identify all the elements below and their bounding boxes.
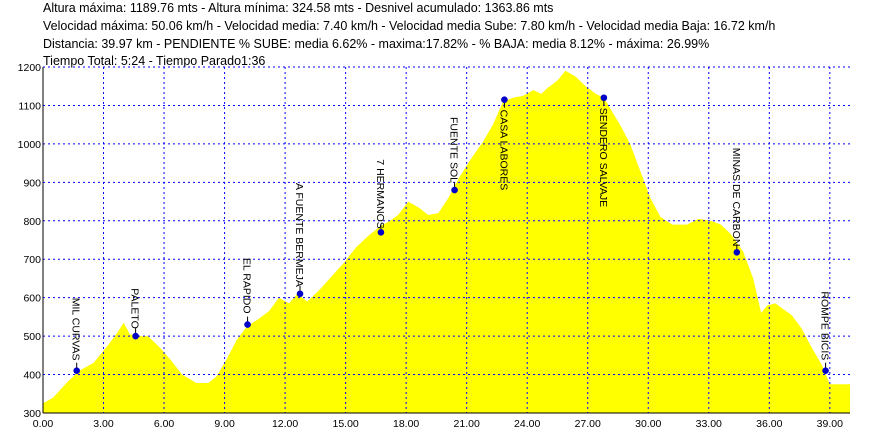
x-tick-label: 15.00 bbox=[332, 418, 358, 430]
stats-line-time: Tiempo Total: 5:24 - Tiempo Parado1:36 bbox=[43, 54, 266, 68]
x-tick-label: 9.00 bbox=[214, 418, 235, 430]
x-tick-label: 39.00 bbox=[817, 418, 843, 430]
waypoint-marker bbox=[132, 332, 139, 340]
waypoint-marker bbox=[600, 94, 608, 102]
x-tick-label: 27.00 bbox=[575, 418, 601, 430]
y-tick-label: 300 bbox=[23, 408, 41, 420]
waypoint-label: PALETO bbox=[129, 288, 141, 328]
waypoint-label: CASA LABORES bbox=[497, 110, 509, 191]
x-tick-labels: 0.00 3.00 6.00 9.00 12.00 15.00 18.00 21.00 24.0… bbox=[33, 418, 843, 430]
waypoint: EL RAPIDO bbox=[241, 258, 253, 328]
waypoint-marker bbox=[733, 249, 741, 256]
y-tick-label: 900 bbox=[23, 177, 41, 189]
y-tick-label: 1000 bbox=[18, 139, 42, 151]
waypoint-label: A FUENTE BERMEJA bbox=[293, 183, 305, 287]
x-tick-label: 6.00 bbox=[154, 418, 175, 430]
y-tick-label: 400 bbox=[23, 370, 41, 382]
waypoint-marker bbox=[73, 367, 80, 375]
waypoint: FUENTE SOL bbox=[448, 117, 460, 194]
y-tick-label: 800 bbox=[23, 216, 41, 228]
x-tick-label: 0.00 bbox=[33, 418, 54, 430]
axis-layer bbox=[42, 67, 850, 414]
waypoint-label: FUENTE SOL bbox=[448, 117, 460, 183]
waypoint: ROMPE BICIS bbox=[819, 291, 831, 375]
waypoint-label: 7 HERMANOS bbox=[374, 159, 386, 228]
x-tick-label: 21.00 bbox=[454, 418, 480, 430]
waypoint-label: SENDERO SALVAJE bbox=[597, 108, 609, 207]
waypoint-label: ROMPE BICIS bbox=[819, 291, 831, 360]
waypoint-label: MINAS DE CARBON bbox=[730, 148, 742, 247]
y-tick-label: 500 bbox=[23, 331, 41, 343]
waypoint-marker bbox=[451, 186, 458, 194]
waypoint-marker bbox=[501, 96, 508, 103]
x-tick-label: 24.00 bbox=[514, 418, 540, 430]
stats-line-altitude: Altura máxima: 1189.76 mts - Altura míni… bbox=[43, 1, 554, 15]
stats-line-distance-slope: Distancia: 39.97 km - PENDIENTE % SUBE: … bbox=[43, 37, 710, 51]
stats-line-speed: Velocidad máxima: 50.06 km/h - Velocidad… bbox=[43, 19, 776, 33]
waypoint: PALETO bbox=[129, 288, 141, 340]
waypoint: A FUENTE BERMEJA bbox=[293, 183, 305, 298]
x-tick-label: 3.00 bbox=[93, 418, 114, 430]
x-tick-label: 33.00 bbox=[696, 418, 722, 430]
waypoints-layer: MIL CURVAS PALETO EL RAPIDO A FUENTE BERMEJ… bbox=[70, 94, 831, 375]
waypoint: MINAS DE CARBON bbox=[730, 148, 742, 256]
y-tick-label: 600 bbox=[23, 293, 41, 305]
y-tick-label: 1200 bbox=[18, 62, 42, 74]
waypoint: MIL CURVAS bbox=[70, 298, 82, 375]
waypoint-marker bbox=[296, 290, 304, 298]
waypoint: 7 HERMANOS bbox=[374, 159, 386, 236]
waypoint-label: EL RAPIDO bbox=[241, 258, 253, 314]
waypoint-marker bbox=[244, 321, 251, 328]
x-tick-label: 36.00 bbox=[756, 418, 782, 430]
x-tick-label: 12.00 bbox=[272, 418, 298, 430]
y-tick-label: 700 bbox=[23, 254, 41, 266]
y-tick-label: 1100 bbox=[18, 100, 41, 112]
x-tick-label: 18.00 bbox=[393, 418, 419, 430]
waypoint-marker bbox=[377, 229, 385, 236]
waypoint: SENDERO SALVAJE bbox=[597, 94, 609, 207]
x-tick-label: 30.00 bbox=[635, 418, 661, 430]
waypoint: CASA LABORES bbox=[497, 96, 509, 190]
waypoint-marker bbox=[822, 367, 829, 375]
waypoint-label: MIL CURVAS bbox=[70, 298, 82, 361]
y-tick-labels: 300 400 500 600 700 800 900 1000 1100 1200 bbox=[18, 62, 42, 420]
